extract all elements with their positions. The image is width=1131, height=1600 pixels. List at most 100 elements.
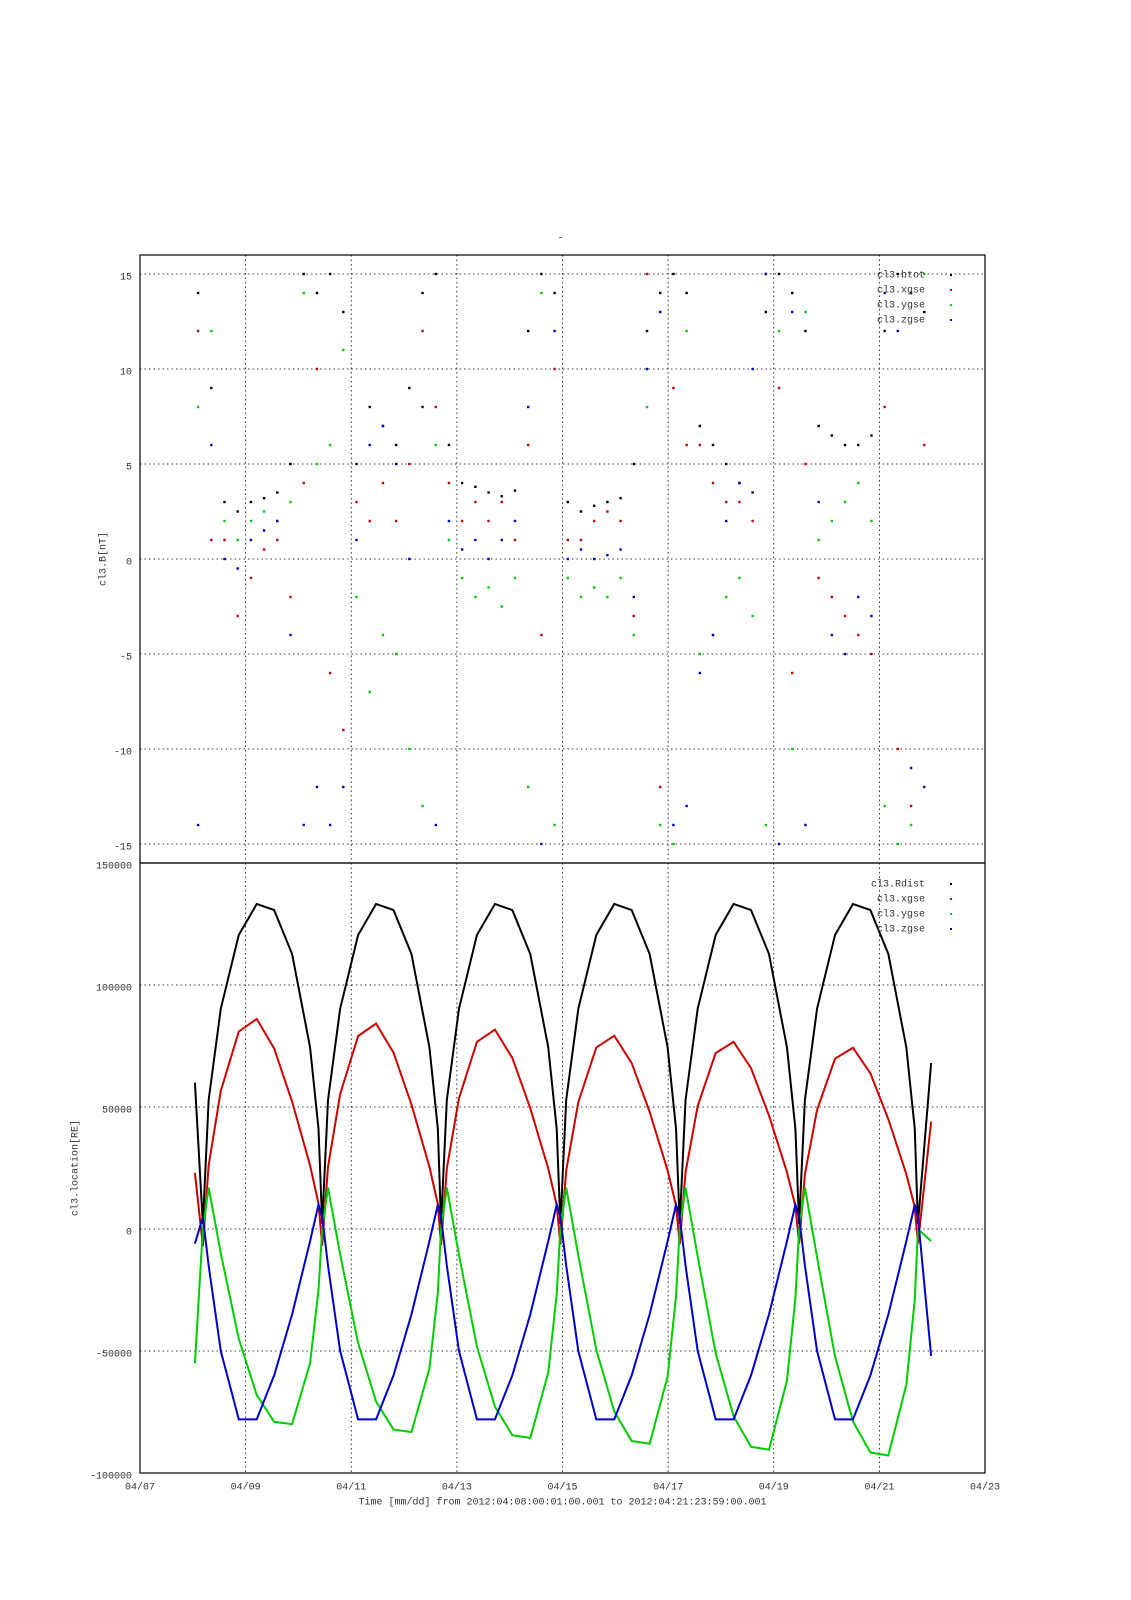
point [738,500,741,504]
y-tick-label: -50000 [96,1350,132,1361]
y-tick-label: -5 [120,653,132,664]
legend-marker [950,928,952,930]
point [830,595,834,599]
point [659,291,662,295]
point [725,462,728,466]
point [434,823,437,827]
point [434,272,437,276]
point [196,291,200,295]
point [196,823,200,827]
point [870,652,873,656]
point [553,823,556,827]
point [249,519,253,523]
legend-label: cl3.btot [877,270,925,282]
point [408,462,411,466]
point [672,272,675,276]
point [249,538,253,542]
point [751,491,754,494]
point [725,519,728,523]
point [223,519,226,523]
point [381,633,385,637]
point [909,291,913,295]
point [659,823,662,827]
y-tick-label: 150000 [96,862,132,873]
point [883,329,886,333]
point [342,785,345,789]
point [606,595,609,599]
x-tick-label: 04/15 [547,1482,577,1494]
point [500,538,503,542]
point [698,671,702,675]
point [447,443,451,447]
x-tick-label: 04/09 [231,1482,261,1494]
point [883,405,886,409]
y-tick-label: 10 [120,368,132,379]
point [408,386,411,390]
y-tick-label: 5 [126,463,132,474]
point [553,329,556,333]
point [315,785,319,789]
point [791,671,794,675]
point [606,554,609,557]
point [249,500,253,504]
point [804,310,807,314]
point [434,405,437,409]
x-tick-label: 04/21 [864,1482,894,1494]
point [553,367,556,371]
point [843,443,847,447]
point [672,386,675,390]
point [817,424,820,428]
plot-area [196,272,926,846]
point [540,272,543,276]
point [276,538,279,542]
point [923,272,926,276]
point [685,291,688,295]
point [236,538,239,542]
point [302,481,305,485]
point [751,367,754,371]
point [566,557,569,561]
point [196,329,200,333]
point [632,595,635,599]
point [738,481,741,485]
point [262,529,266,532]
point [236,614,239,618]
point [540,633,543,637]
y-axis-label: cl3.B[nT] [98,532,110,586]
point [619,519,622,523]
point [619,548,622,551]
x-tick-label: 04/17 [653,1482,683,1494]
point [394,652,398,656]
point [909,823,913,827]
point [685,329,688,333]
legend-marker [950,913,952,915]
point [830,434,834,437]
point [606,500,609,504]
point [857,443,860,447]
legend-marker [950,898,952,900]
legend-marker [950,304,952,306]
point [830,633,834,637]
plot-area [193,902,933,1457]
point [619,576,622,580]
point [342,348,345,352]
y-tick-label: -100000 [90,1472,132,1483]
point [896,842,900,846]
point [368,443,371,447]
point [500,500,503,504]
point [276,519,279,523]
point [513,576,517,580]
point [870,434,873,437]
point [711,633,715,637]
point [210,386,213,390]
point [579,538,583,542]
point [843,614,847,618]
point [421,291,424,295]
point [764,272,768,276]
point [381,424,385,428]
point [236,510,239,513]
point [289,633,292,637]
point [698,443,702,447]
point [302,272,305,276]
point [725,595,728,599]
